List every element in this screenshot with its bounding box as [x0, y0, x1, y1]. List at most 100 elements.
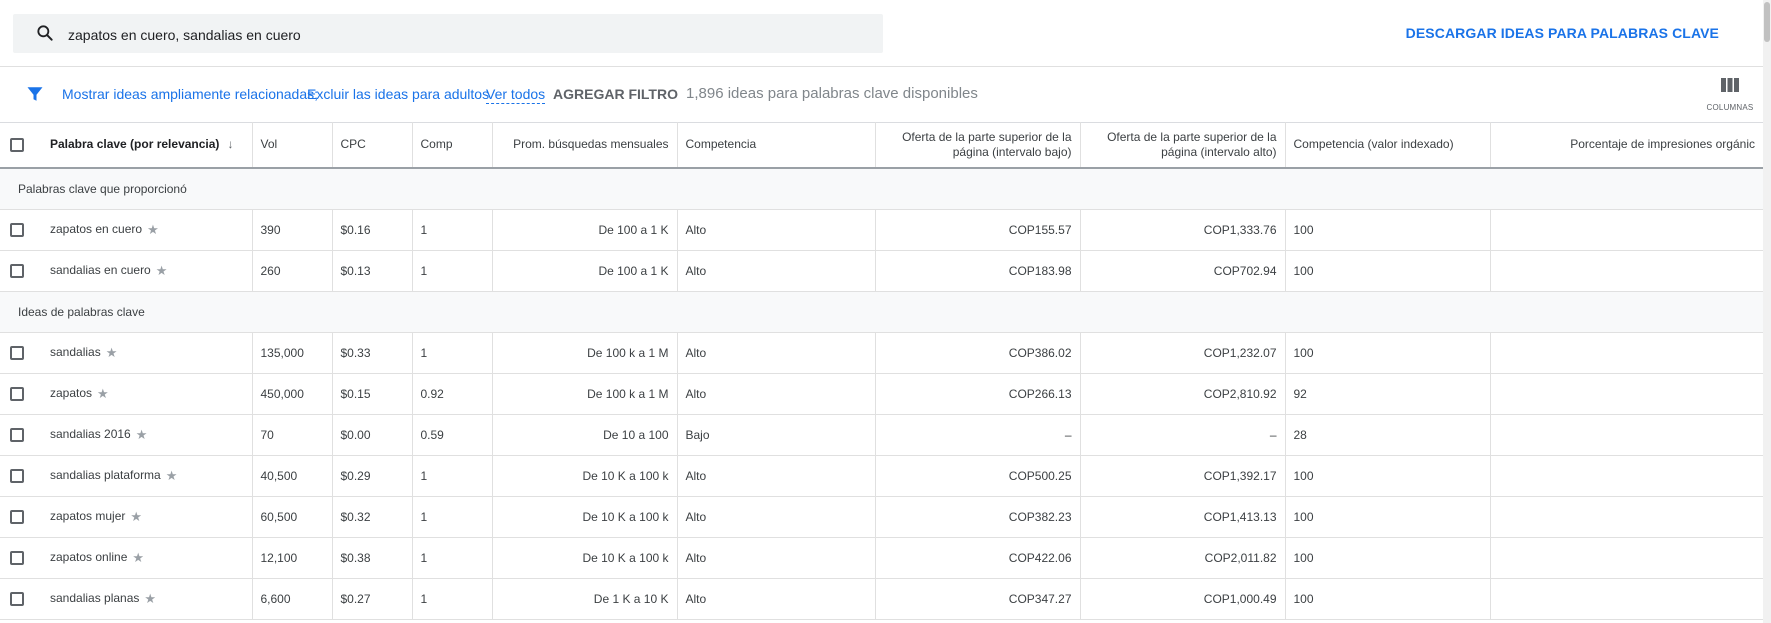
comp-cell: 1	[412, 496, 493, 538]
table-row[interactable]: sandalias 2016 ★ 70 $0.00 0.59 De 10 a 100 Baj…	[0, 414, 1763, 456]
select-all-checkbox[interactable]	[10, 137, 24, 152]
avg-searches-cell: De 10 K a 100 k	[492, 496, 678, 538]
row-checkbox[interactable]	[10, 510, 24, 525]
add-filter-button[interactable]: AGREGAR FILTRO	[553, 86, 678, 102]
star-icon[interactable]: ★	[155, 263, 168, 278]
row-checkbox[interactable]	[10, 346, 24, 361]
star-icon[interactable]: ★	[97, 386, 109, 401]
table-row[interactable]: zapatos mujer ★ 60,500 $0.32 1 De 10 K a 100 …	[0, 496, 1763, 538]
keyword-text: sandalias	[50, 345, 101, 359]
vertical-scrollbar[interactable]	[1763, 0, 1771, 623]
table-row[interactable]: zapatos ★ 450,000 $0.15 0.92 De 100 k a 1 M Al…	[0, 373, 1763, 415]
columns-button[interactable]: COLUMNAS	[1705, 78, 1755, 112]
columns-icon	[1721, 78, 1739, 92]
star-icon[interactable]: ★	[144, 591, 157, 606]
col-bid-low[interactable]: Oferta de la parte superior de la página…	[875, 122, 1081, 169]
cpc-cell: $0.38	[332, 537, 413, 579]
table-row[interactable]: sandalias planas ★ 6,600 $0.27 1 De 1 K a 10 …	[0, 578, 1763, 620]
star-icon[interactable]: ★	[130, 509, 143, 524]
columns-label: COLUMNAS	[1706, 103, 1754, 112]
table-row[interactable]: zapatos en cuero ★ 390 $0.16 1 De 100 a 1 K Al…	[0, 209, 1763, 251]
organic-impressions-cell	[1490, 414, 1763, 456]
see-all-filters-link[interactable]: Ver todos	[486, 86, 546, 104]
row-checkbox[interactable]	[10, 387, 24, 402]
star-icon[interactable]: ★	[135, 427, 148, 442]
row-checkbox[interactable]	[10, 223, 24, 238]
avg-searches-cell: De 10 K a 100 k	[492, 537, 678, 579]
search-icon	[37, 25, 53, 41]
col-competition-index[interactable]: Competencia (valor indexado)	[1285, 122, 1491, 169]
bid-low-cell: COP422.06	[875, 537, 1081, 579]
keyword-cell: sandalias en cuero ★	[42, 250, 253, 292]
comp-cell: 1	[412, 455, 493, 497]
col-competition[interactable]: Competencia	[677, 122, 876, 169]
organic-impressions-cell	[1490, 250, 1763, 292]
search-box[interactable]	[13, 14, 883, 55]
col-comp[interactable]: Comp	[412, 122, 493, 169]
avg-searches-cell: De 100 k a 1 M	[492, 332, 678, 374]
table-row[interactable]: zapatos online ★ 12,100 $0.38 1 De 10 K a 100…	[0, 537, 1763, 579]
keyword-cell: sandalias 2016 ★	[42, 414, 253, 456]
comp-cell: 1	[412, 332, 493, 374]
keyword-text: zapatos en cuero	[50, 222, 143, 236]
top-bar: DESCARGAR IDEAS PARA PALABRAS CLAVE	[0, 0, 1763, 67]
cpc-cell: $0.29	[332, 455, 413, 497]
row-checkbox[interactable]	[10, 551, 24, 566]
row-checkbox-cell	[0, 537, 42, 579]
table-row[interactable]: sandalias en cuero ★ 260 $0.13 1 De 100 a 1 K…	[0, 250, 1763, 292]
keyword-cell: sandalias plataforma ★	[42, 455, 253, 497]
exclude-adult-filter-link[interactable]: Excluir las ideas para adultos	[307, 86, 490, 102]
star-icon[interactable]: ★	[132, 550, 145, 565]
vol-cell: 390	[252, 209, 333, 251]
star-icon[interactable]: ★	[165, 468, 178, 483]
col-vol[interactable]: Vol	[252, 122, 333, 169]
keyword-text: sandalias en cuero	[50, 263, 151, 277]
cpc-cell: $0.00	[332, 414, 413, 456]
broad-ideas-filter-link[interactable]: Mostrar ideas ampliamente relacionadas;	[62, 86, 319, 102]
row-checkbox[interactable]	[10, 264, 24, 279]
sort-arrow-icon[interactable]: ↓	[227, 137, 234, 151]
table-row[interactable]: sandalias plataforma ★ 40,500 $0.29 1 De 10 K…	[0, 455, 1763, 497]
col-organic-impressions[interactable]: Porcentaje de impresiones orgánic	[1490, 122, 1763, 169]
competition-index-cell: 100	[1285, 578, 1491, 620]
col-cpc[interactable]: CPC	[332, 122, 413, 169]
cpc-cell: $0.16	[332, 209, 413, 251]
section-row: Ideas de palabras clave	[0, 291, 1763, 333]
bid-low-cell: COP500.25	[875, 455, 1081, 497]
comp-cell: 1	[412, 537, 493, 579]
scrollbar-thumb[interactable]	[1764, 2, 1770, 42]
table-row[interactable]: sandalias ★ 135,000 $0.33 1 De 100 k a 1 M Alt…	[0, 332, 1763, 374]
star-icon[interactable]: ★	[147, 222, 159, 237]
row-checkbox[interactable]	[10, 592, 24, 607]
keyword-cell: sandalias planas ★	[42, 578, 253, 620]
vol-cell: 40,500	[252, 455, 333, 497]
competition-index-cell: 100	[1285, 455, 1491, 497]
row-checkbox[interactable]	[10, 469, 24, 484]
competition-cell: Alto	[677, 250, 876, 292]
bid-low-cell: COP155.57	[875, 209, 1081, 251]
row-checkbox[interactable]	[10, 428, 24, 443]
filter-bar: Mostrar ideas ampliamente relacionadas; …	[0, 66, 1763, 123]
row-checkbox-cell	[0, 209, 42, 251]
row-checkbox-cell	[0, 332, 42, 374]
filter-icon[interactable]	[26, 85, 44, 103]
vol-cell: 260	[252, 250, 333, 292]
row-checkbox-cell	[0, 373, 42, 415]
keyword-text: sandalias plataforma	[50, 468, 161, 482]
bid-high-cell: COP1,413.13	[1080, 496, 1286, 538]
comp-cell: 0.92	[412, 373, 493, 415]
bid-high-cell: COP702.94	[1080, 250, 1286, 292]
download-ideas-button[interactable]: DESCARGAR IDEAS PARA PALABRAS CLAVE	[1405, 25, 1719, 41]
table-header-row: Palabra clave (por relevancia) ↓ Vol CPC …	[0, 122, 1763, 169]
search-input[interactable]	[66, 14, 870, 55]
keyword-text: zapatos	[50, 386, 93, 400]
star-icon[interactable]: ★	[105, 345, 118, 360]
bid-low-cell: –	[875, 414, 1081, 456]
vol-cell: 60,500	[252, 496, 333, 538]
avg-searches-cell: De 100 a 1 K	[492, 209, 678, 251]
col-keyword[interactable]: Palabra clave (por relevancia) ↓	[42, 122, 253, 169]
row-checkbox-cell	[0, 455, 42, 497]
col-bid-high[interactable]: Oferta de la parte superior de la página…	[1080, 122, 1286, 169]
section-row: Palabras clave que proporcionó	[0, 168, 1763, 210]
col-avg-searches[interactable]: Prom. búsquedas mensuales	[492, 122, 678, 169]
